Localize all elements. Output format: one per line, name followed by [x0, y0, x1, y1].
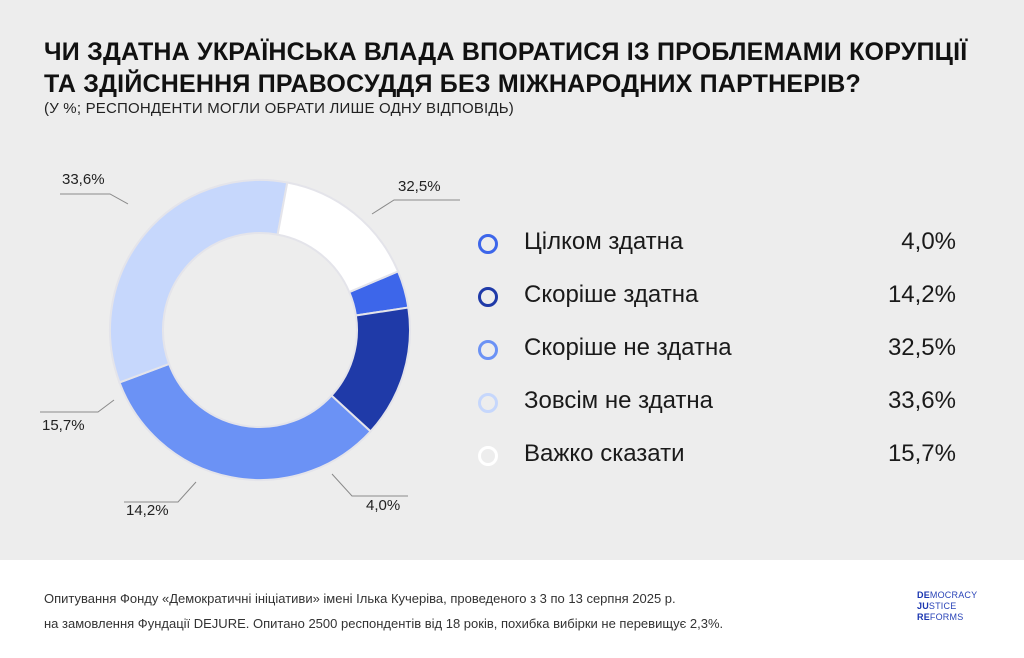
survey-footnote: Опитування Фонду «Демократичні ініціатив…	[44, 586, 723, 636]
leader-line	[371, 199, 460, 215]
donut-slice	[276, 181, 400, 294]
dejure-logo: DEMOCRACY JUSTICE REFORMS	[917, 590, 977, 623]
legend-marker-icon	[478, 234, 498, 254]
leader-line	[60, 193, 129, 205]
leader-line	[331, 473, 408, 497]
legend-value: 15,7%	[887, 440, 956, 467]
legend-label: Важко сказати	[524, 440, 685, 467]
legend-value: 14,2%	[887, 281, 956, 308]
slice-value-label: 15,7%	[42, 417, 85, 434]
legend-label: Скоріше не здатна	[524, 334, 732, 361]
donut-chart: 4,0% 14,2% 32,5% 33,6% 15,7%	[40, 171, 460, 519]
slice-value-label: 14,2%	[126, 502, 169, 519]
legend-item: Цілком здатна 4,0%	[476, 222, 956, 275]
slice-value-label: 32,5%	[398, 178, 441, 195]
title-line-1: ЧИ ЗДАТНА УКРАЇНСЬКА ВЛАДА ВПОРАТИСЯ ІЗ …	[44, 38, 968, 66]
legend-value: 33,6%	[887, 387, 956, 414]
donut-slice	[118, 362, 372, 481]
page-title: ЧИ ЗДАТНА УКРАЇНСЬКА ВЛАДА ВПОРАТИСЯ ІЗ …	[44, 36, 984, 100]
legend-label: Зовсім не здатна	[524, 387, 713, 414]
legend-marker-icon	[478, 446, 498, 466]
legend-value: 4,0%	[901, 228, 956, 255]
subtitle: (У %; РЕСПОНДЕНТИ МОГЛИ ОБРАТИ ЛИШЕ ОДНУ…	[44, 100, 515, 117]
footnote-line-1: Опитування Фонду «Демократичні ініціатив…	[44, 591, 676, 606]
legend: Цілком здатна 4,0% Скоріше здатна 14,2% …	[476, 222, 956, 487]
footer: Опитування Фонду «Демократичні ініціатив…	[0, 560, 1024, 658]
legend-marker-icon	[478, 287, 498, 307]
legend-marker-icon	[478, 340, 498, 360]
leader-line	[124, 481, 197, 503]
logo-line: REFORMS	[917, 612, 964, 622]
legend-value: 32,5%	[887, 334, 956, 361]
slice-value-label: 4,0%	[366, 497, 400, 514]
legend-item: Важко сказати 15,7%	[476, 434, 956, 487]
logo-line: DEMOCRACY	[917, 590, 978, 600]
legend-item: Зовсім не здатна 33,6%	[476, 381, 956, 434]
donut-slice	[109, 179, 289, 384]
footnote-line-2: на замовлення Фундації DEJURE. Опитано 2…	[44, 616, 724, 631]
title-line-2: ТА ЗДІЙСНЕННЯ ПРАВОСУДДЯ БЕЗ МІЖНАРОДНИХ…	[44, 70, 861, 98]
leader-line	[40, 399, 115, 413]
slice-value-label: 33,6%	[62, 171, 105, 188]
legend-marker-icon	[478, 393, 498, 413]
legend-item: Скоріше здатна 14,2%	[476, 275, 956, 328]
legend-label: Скоріше здатна	[524, 281, 699, 308]
logo-line: JUSTICE	[917, 601, 957, 611]
legend-item: Скоріше не здатна 32,5%	[476, 328, 956, 381]
legend-label: Цілком здатна	[524, 228, 684, 255]
